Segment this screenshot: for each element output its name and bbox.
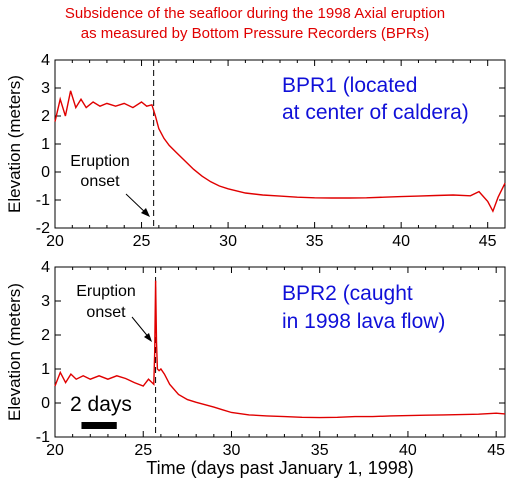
y-tick-label-bpr1: 0 xyxy=(41,164,50,181)
x-axis-label: Time (days past January 1, 1998) xyxy=(146,458,413,478)
x-tick-label-bpr1: 25 xyxy=(133,233,151,250)
x-tick-label-bpr2: 30 xyxy=(223,442,241,459)
x-tick-label-bpr2: 35 xyxy=(311,442,329,459)
y-tick-label-bpr1: 2 xyxy=(41,108,50,125)
y-tick-label-bpr2: -1 xyxy=(36,429,50,446)
y-tick-label-bpr2: 3 xyxy=(41,293,50,310)
x-tick-label-bpr2: 40 xyxy=(399,442,417,459)
plot-frame-bpr2 xyxy=(54,266,506,438)
scale-bar-label: 2 days xyxy=(70,393,132,416)
x-tick-label-bpr1: 45 xyxy=(479,233,497,250)
eruption-label-bpr1-line2: onset xyxy=(80,173,120,190)
eruption-label-bpr2-line2: onset xyxy=(86,304,126,321)
y-axis-label-bpr1: Elevation (meters) xyxy=(5,75,24,213)
annotation-bpr1-line1: BPR1 (located xyxy=(282,74,417,97)
plot-frame-bpr1 xyxy=(54,59,506,229)
series-line-bpr1 xyxy=(54,90,506,213)
annotation-bpr1-line2: at center of caldera) xyxy=(282,101,469,124)
x-tick-label-bpr2: 20 xyxy=(46,442,64,459)
eruption-arrowhead-bpr1 xyxy=(141,208,150,217)
y-tick-label-bpr2: 1 xyxy=(41,361,50,378)
panel-bpr1: 20 25 30 35 40 45 -2 -1 0 1 2 3 4 BPR1 (located at c… xyxy=(5,52,506,250)
x-tick-label-bpr2: 45 xyxy=(487,442,505,459)
x-tick-label-bpr1: 40 xyxy=(392,233,410,250)
eruption-arrowhead-bpr2 xyxy=(144,333,152,342)
annotation-bpr2-line1: BPR2 (caught xyxy=(282,282,413,305)
eruption-label-bpr1-line1: Eruption xyxy=(70,153,130,170)
y-axis-label-bpr2: Elevation (meters) xyxy=(5,283,24,421)
annotation-bpr2-line2: in 1998 lava flow) xyxy=(282,310,445,333)
y-tick-label-bpr1: -2 xyxy=(36,220,50,237)
y-tick-label-bpr1: 4 xyxy=(41,52,50,69)
tick-group-bpr2: 20 25 30 35 40 45 -1 0 1 2 3 4 xyxy=(36,259,505,459)
y-tick-label-bpr2: 4 xyxy=(41,259,50,276)
scale-bar xyxy=(81,422,117,429)
y-tick-label-bpr1: 1 xyxy=(41,136,50,153)
panel-bpr2: 20 25 30 35 40 45 -1 0 1 2 3 4 BPR2 (caught in 1998… xyxy=(5,259,506,459)
y-tick-label-bpr2: 0 xyxy=(41,395,50,412)
chart-title-line2: as measured by Bottom Pressure Recorders… xyxy=(80,25,430,42)
x-tick-label-bpr1: 20 xyxy=(46,233,64,250)
x-tick-label-bpr1: 35 xyxy=(306,233,324,250)
chart-title-line1: Subsidence of the seafloor during the 19… xyxy=(64,5,446,22)
y-tick-label-bpr1: -1 xyxy=(36,192,50,209)
tick-group-bpr1: 20 25 30 35 40 45 -2 -1 0 1 2 3 4 xyxy=(36,52,506,250)
y-tick-label-bpr1: 3 xyxy=(41,80,50,97)
eruption-label-bpr2-line1: Eruption xyxy=(76,283,136,300)
x-tick-label-bpr2: 25 xyxy=(134,442,152,459)
series-line-bpr2 xyxy=(54,280,506,419)
y-tick-label-bpr2: 2 xyxy=(41,327,50,344)
x-tick-label-bpr1: 30 xyxy=(219,233,237,250)
